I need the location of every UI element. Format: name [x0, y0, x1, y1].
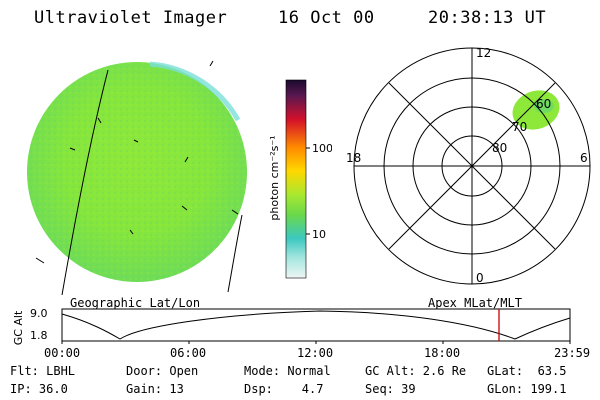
status-mode: Mode: Normal: [244, 364, 331, 378]
timeline-ymax: 9.0: [30, 307, 48, 320]
time-tick-0600: 06:00: [170, 346, 207, 360]
status-door: Door: Open: [126, 364, 199, 378]
earth-disk-image: [27, 60, 247, 295]
polar-label-18: 18: [346, 151, 361, 165]
time-tick-1200: 12:00: [297, 346, 334, 360]
timeline-axis-label: GC Alt: [12, 310, 25, 345]
polar-label-0: 0: [476, 271, 484, 285]
ring-label-80: 80: [492, 141, 507, 155]
status-gain: Gain: 13: [126, 382, 184, 396]
status-filter: Flt: LBHL: [10, 364, 76, 378]
altitude-timeline: GC Alt 9.0 1.8: [12, 307, 571, 345]
timeline-frame: [61, 308, 571, 342]
status-glon: GLon: 199.1: [487, 382, 567, 396]
colorbar-gradient: [285, 79, 307, 279]
status-glat: GLat: 63.5: [487, 364, 567, 378]
colorbar: 100 10 photon cm⁻²s⁻¹: [268, 79, 332, 279]
polar-label-12: 12: [476, 46, 491, 60]
polar-label-6: 6: [580, 151, 588, 165]
status-ip: IP: 36.0: [10, 382, 68, 396]
time-tick-2359: 23:59: [554, 346, 591, 360]
timeline-right-title: Apex MLat/MLT: [428, 296, 522, 310]
instrument-title: Ultraviolet Imager: [34, 8, 228, 28]
status-gc-alt: GC Alt: 2.6 Re: [365, 364, 467, 378]
timeline-ymin: 1.8: [30, 329, 48, 342]
colorbar-tick-10: 10: [312, 228, 326, 241]
colorbar-unit-label: photon cm⁻²s⁻¹: [268, 135, 281, 220]
status-seq: Seq: 39: [365, 382, 416, 396]
timeline-left-title: Geographic Lat/Lon: [70, 296, 201, 310]
time-tick-0000: 00:00: [44, 346, 81, 360]
time-label: 20:38:13 UT: [428, 8, 547, 28]
ring-label-70: 70: [512, 120, 527, 134]
altitude-curve: [61, 310, 571, 340]
colorbar-tick-100: 100: [312, 142, 332, 155]
time-tick-1800: 18:00: [424, 346, 461, 360]
ring-label-60: 60: [536, 97, 551, 111]
meridian-line: [61, 69, 109, 295]
date-label: 16 Oct 00: [278, 8, 375, 28]
polar-plot: 12 18 6 0 60 70 80: [346, 46, 591, 285]
status-dsp: Dsp: 4.7: [244, 382, 324, 396]
meridian-line-right: [227, 214, 243, 293]
